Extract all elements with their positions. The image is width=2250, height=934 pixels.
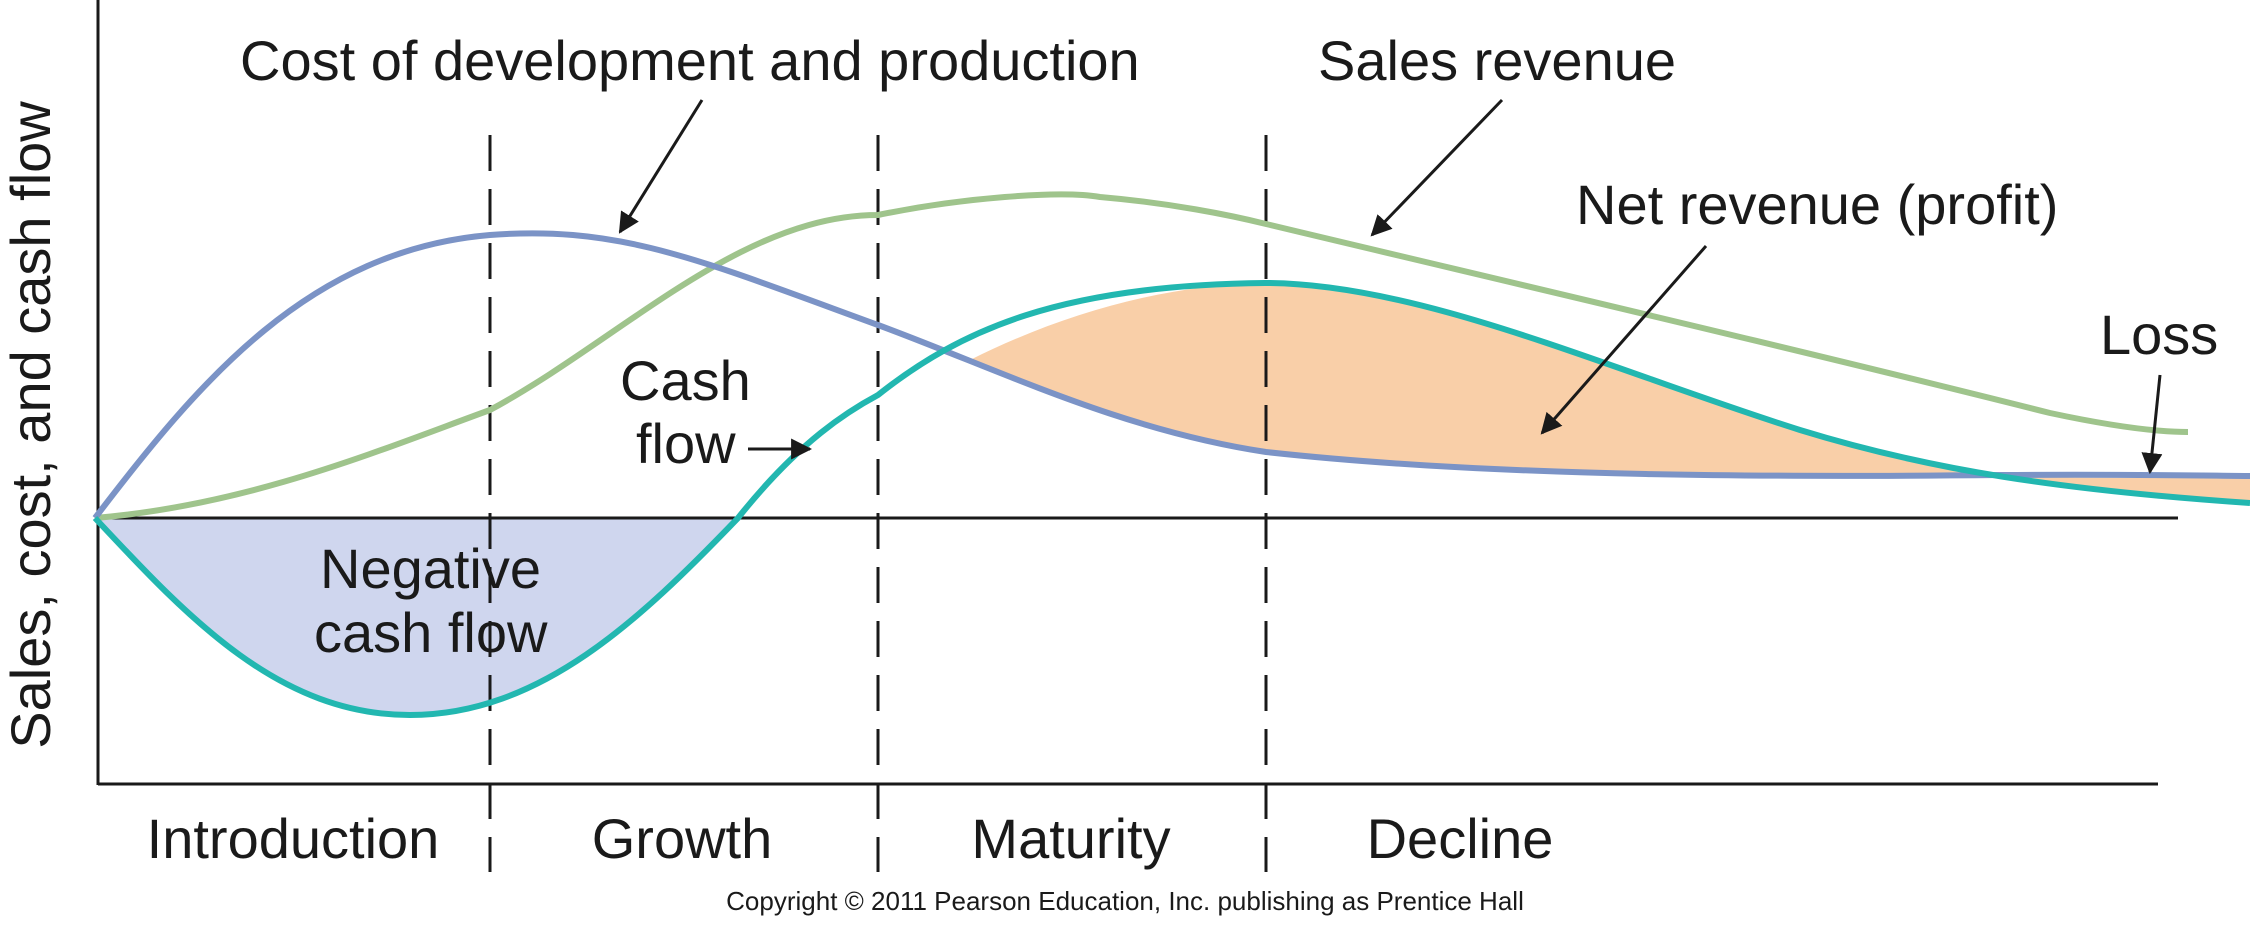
cash-flow-label-line1: Cash (620, 349, 751, 412)
cost-arrow (618, 99, 704, 234)
sales-arrow (1370, 98, 1504, 237)
cost-label: Cost of development and production (240, 29, 1140, 92)
net-revenue-label: Net revenue (profit) (1576, 173, 2058, 236)
y-axis-title: Sales, cost, and cash flow (0, 101, 62, 749)
stage-label-growth: Growth (592, 807, 773, 870)
negative-cash-flow-label-line2: cash flow (314, 601, 548, 664)
net-revenue-arrow (1540, 245, 1708, 435)
negative-cash-flow-label-line1: Negative (320, 537, 541, 600)
cash-flow-label-line2: flow (636, 412, 736, 475)
stage-label-decline: Decline (1367, 807, 1554, 870)
sales-revenue-label: Sales revenue (1318, 29, 1676, 92)
net-revenue-area (970, 283, 2250, 503)
loss-label: Loss (2100, 303, 2218, 366)
stage-label-maturity: Maturity (971, 807, 1170, 870)
copyright-notice: Copyright © 2011 Pearson Education, Inc.… (726, 886, 1524, 916)
sales-revenue-curve (94, 191, 2189, 521)
loss-arrow (2141, 374, 2163, 475)
cash-flow-curve (92, 279, 2250, 719)
stage-label-introduction: Introduction (147, 807, 440, 870)
